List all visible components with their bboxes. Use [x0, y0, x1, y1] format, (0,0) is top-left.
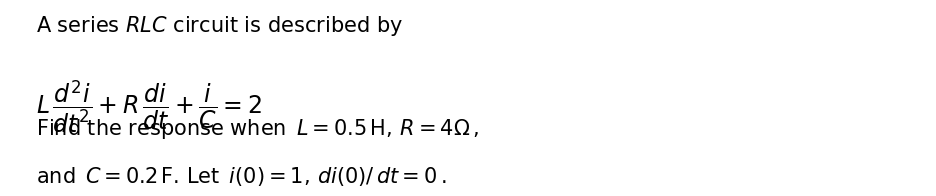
Text: Find the response when $\,L=0.5\,\mathrm{H},\,R=4\Omega\,,$: Find the response when $\,L=0.5\,\mathrm…: [36, 117, 478, 141]
Text: A series $\mathit{RLC}$ circuit is described by: A series $\mathit{RLC}$ circuit is descr…: [36, 14, 402, 38]
Text: and $\,C=0.2\,\mathrm{F}$. Let $\,i(0)=1,\,di(0)/\,dt=0\,.$: and $\,C=0.2\,\mathrm{F}$. Let $\,i(0)=1…: [36, 165, 446, 188]
Text: $L\,\dfrac{d^2i}{dt^2}+R\,\dfrac{di}{dt}+\dfrac{i}{C}=2$: $L\,\dfrac{d^2i}{dt^2}+R\,\dfrac{di}{dt}…: [36, 78, 261, 135]
